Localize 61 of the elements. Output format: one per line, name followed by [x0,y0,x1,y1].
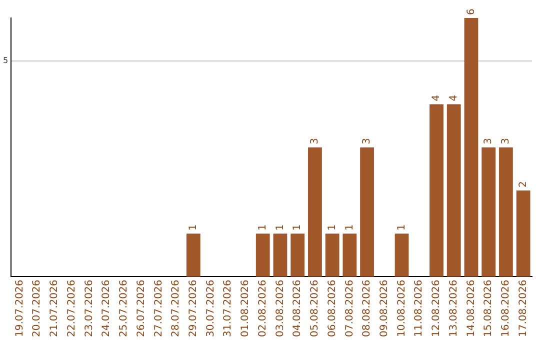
x-tick-label: 26.07.2026 [136,280,147,338]
x-tick-label: 24.07.2026 [101,280,112,338]
x-tick-label: 20.07.2026 [32,280,43,338]
x-tick-label: 03.08.2026 [274,280,286,338]
x-tick-label: 14.08.2026 [466,280,477,338]
x-tick-label: 17.08.2026 [518,280,529,338]
data-label: 3 [310,138,321,144]
bar [394,234,409,277]
data-label: 1 [274,224,286,231]
x-tick-label: 08.08.2026 [362,280,373,338]
data-label: 1 [257,224,268,231]
data-label: 3 [483,138,494,144]
bar [430,104,444,277]
x-tick-label: 12.08.2026 [431,280,442,338]
x-tick-label: 04.08.2026 [292,280,304,338]
data-label: 3 [362,138,373,144]
x-tick-label: 02.08.2026 [257,280,268,338]
x-tick-label: 16.08.2026 [500,280,512,338]
bar [256,234,270,277]
x-tick-label: 05.08.2026 [310,280,321,338]
x-tick-label: 06.08.2026 [326,280,338,338]
data-label: 3 [500,138,512,144]
x-tick-label: 13.08.2026 [448,280,460,338]
data-label: 1 [292,224,304,231]
x-tick-label: 07.08.2026 [344,280,356,338]
bar [464,18,478,277]
bar [499,147,513,277]
bar [482,147,496,277]
bar [290,234,305,277]
data-label: 1 [344,224,356,231]
y-tick-label: 5 [2,56,8,66]
x-tick-label: 27.07.2026 [153,280,164,338]
x-tick-label: 31.07.2026 [222,280,234,338]
bar [342,234,357,277]
x-tick-label: 11.08.2026 [414,280,425,338]
bar [186,234,200,277]
data-label: 1 [396,224,408,231]
data-label: 6 [466,8,477,15]
data-label: 1 [188,224,199,231]
data-label: 2 [518,181,529,188]
data-label: 1 [326,224,338,231]
x-tick-label: 30.07.2026 [205,280,216,338]
x-tick-label: 09.08.2026 [379,280,390,338]
bar [273,234,288,277]
bar [360,147,374,277]
bar [325,234,340,277]
x-tick-label: 23.07.2026 [84,280,95,338]
bar [446,104,461,277]
x-tick-label: 28.07.2026 [170,280,182,338]
data-label: 4 [431,94,442,102]
x-tick-label: 01.08.2026 [240,280,252,338]
x-tick-label: 15.08.2026 [483,280,494,338]
x-tick-label: 22.07.2026 [66,280,78,338]
bar [516,190,530,277]
data-label: 4 [448,94,460,102]
x-tick-label: 10.08.2026 [396,280,408,338]
x-tick-label: 29.07.2026 [188,280,199,338]
bar [308,147,322,277]
x-tick-label: 19.07.2026 [14,280,26,338]
x-tick-label: 21.07.2026 [49,280,60,338]
x-tick-label: 25.07.2026 [118,280,130,338]
